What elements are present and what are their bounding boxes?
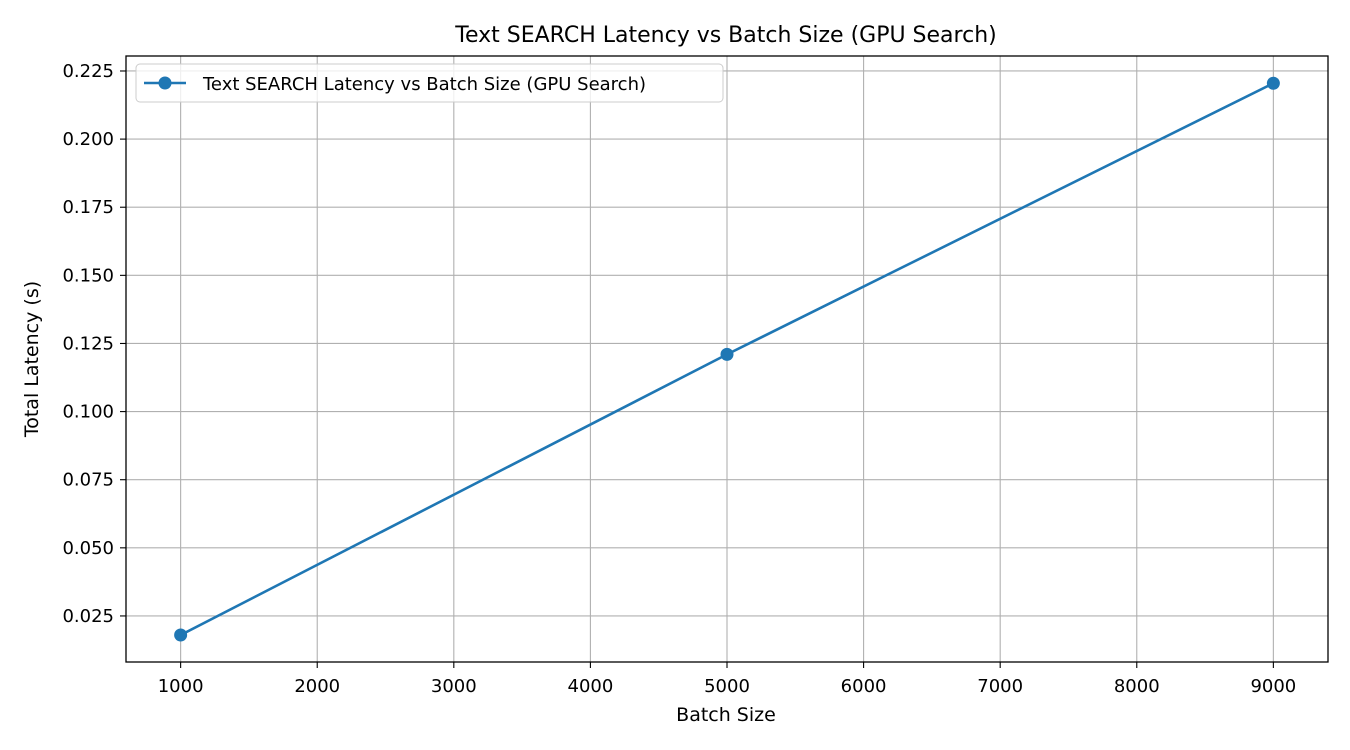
x-tick-label: 7000 xyxy=(977,676,1023,697)
y-tick-label: 0.125 xyxy=(62,333,114,354)
y-tick-label: 0.100 xyxy=(62,402,114,423)
x-tick-label: 5000 xyxy=(704,676,750,697)
x-tick-label: 6000 xyxy=(841,676,887,697)
x-tick-label: 3000 xyxy=(431,676,477,697)
x-axis-ticks: 1000 2000 3000 4000 5000 6000 7000 8000 9000 xyxy=(158,662,1296,697)
y-axis-label: Total Latency (s) xyxy=(21,281,43,438)
y-axis-ticks: 0.025 0.050 0.075 0.100 0.125 0.150 0.175 0.200… xyxy=(62,61,126,627)
x-tick-label: 2000 xyxy=(294,676,340,697)
data-point xyxy=(720,347,734,361)
x-tick-label: 9000 xyxy=(1250,676,1296,697)
data-point xyxy=(174,628,188,642)
gridlines xyxy=(126,56,1328,662)
y-tick-label: 0.150 xyxy=(62,265,114,286)
legend-marker-swatch xyxy=(158,76,172,90)
x-tick-label: 8000 xyxy=(1114,676,1160,697)
y-tick-label: 0.200 xyxy=(62,129,114,150)
series-layer xyxy=(174,76,1280,642)
legend-label: Text SEARCH Latency vs Batch Size (GPU S… xyxy=(202,74,646,95)
y-tick-label: 0.225 xyxy=(62,61,114,82)
y-tick-label: 0.175 xyxy=(62,197,114,218)
chart-title: Text SEARCH Latency vs Batch Size (GPU S… xyxy=(454,23,996,48)
x-tick-label: 4000 xyxy=(568,676,614,697)
y-tick-label: 0.025 xyxy=(62,606,114,627)
legend-box xyxy=(135,63,724,103)
data-point xyxy=(1266,76,1280,90)
y-tick-label: 0.050 xyxy=(62,538,114,559)
x-tick-label: 1000 xyxy=(158,676,204,697)
legend: Text SEARCH Latency vs Batch Size (GPU S… xyxy=(135,63,724,103)
y-tick-label: 0.075 xyxy=(62,470,114,491)
x-axis-label: Batch Size xyxy=(676,704,776,726)
